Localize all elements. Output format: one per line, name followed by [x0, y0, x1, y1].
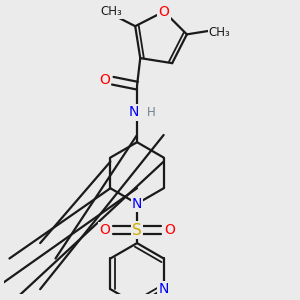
Text: N: N [158, 282, 169, 296]
Text: O: O [159, 4, 170, 19]
Text: O: O [99, 73, 110, 87]
Text: O: O [99, 223, 110, 237]
Text: N: N [132, 196, 142, 211]
Text: H: H [147, 106, 156, 119]
Text: O: O [164, 223, 175, 237]
Text: S: S [132, 223, 142, 238]
Text: CH₃: CH₃ [100, 5, 122, 18]
Text: CH₃: CH₃ [209, 26, 230, 39]
Text: N: N [129, 105, 139, 119]
